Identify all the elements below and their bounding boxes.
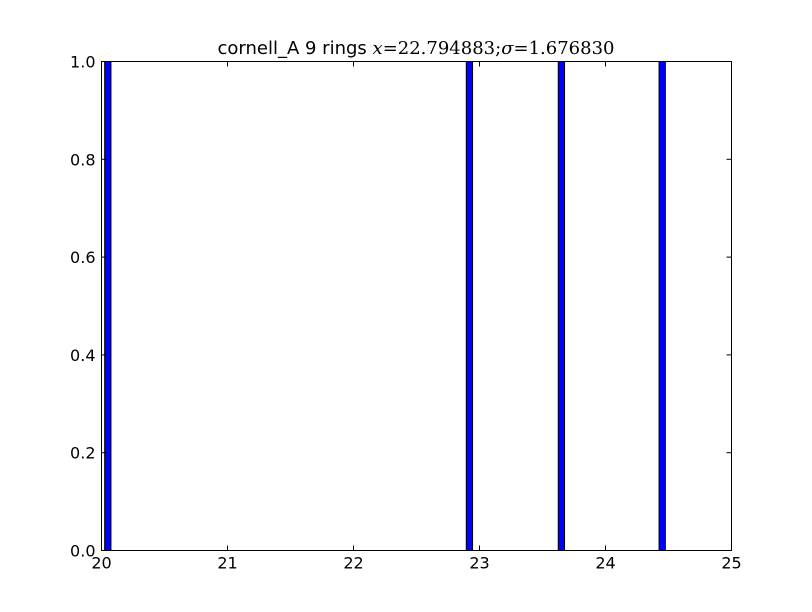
- x-tick-label-1: 21: [217, 554, 237, 573]
- axis-tick-labels: 20 21 22 23 24 25 0.0 0.2 0.4 0.6 0.8 1.0: [70, 53, 742, 573]
- y-tick-label-0: 0.0: [70, 542, 95, 561]
- plot-frame: [101, 61, 732, 551]
- bar-0: [104, 61, 112, 551]
- bar-1: [465, 61, 474, 551]
- x-tick-label-2: 22: [343, 554, 363, 573]
- chart-title: cornell_A 9 rings x=22.794883;σ=1.676830: [218, 38, 615, 59]
- title-equals-1: =: [383, 38, 398, 59]
- title-sigma-value: 1.676830: [529, 38, 615, 59]
- y-tick-label-4: 0.8: [70, 150, 95, 169]
- title-separator: ;: [495, 38, 501, 59]
- x-tick-label-0: 20: [91, 554, 111, 573]
- y-tick-label-3: 0.6: [70, 248, 95, 267]
- y-tick-label-5: 1.0: [70, 53, 95, 72]
- bar-2: [557, 61, 566, 551]
- y-tick-label-2: 0.4: [70, 346, 95, 365]
- title-equals-2: =: [514, 38, 529, 59]
- bar-3: [658, 61, 666, 551]
- title-x-symbol: x: [373, 38, 383, 59]
- x-tick-label-4: 24: [595, 554, 615, 573]
- title-sigma-symbol: σ: [501, 38, 514, 59]
- y-tick-label-1: 0.2: [70, 444, 95, 463]
- x-tick-label-3: 23: [469, 554, 489, 573]
- x-tick-label-5: 25: [721, 554, 741, 573]
- title-label: cornell_A 9 rings: [218, 38, 373, 59]
- title-x-value: 22.794883: [398, 38, 495, 59]
